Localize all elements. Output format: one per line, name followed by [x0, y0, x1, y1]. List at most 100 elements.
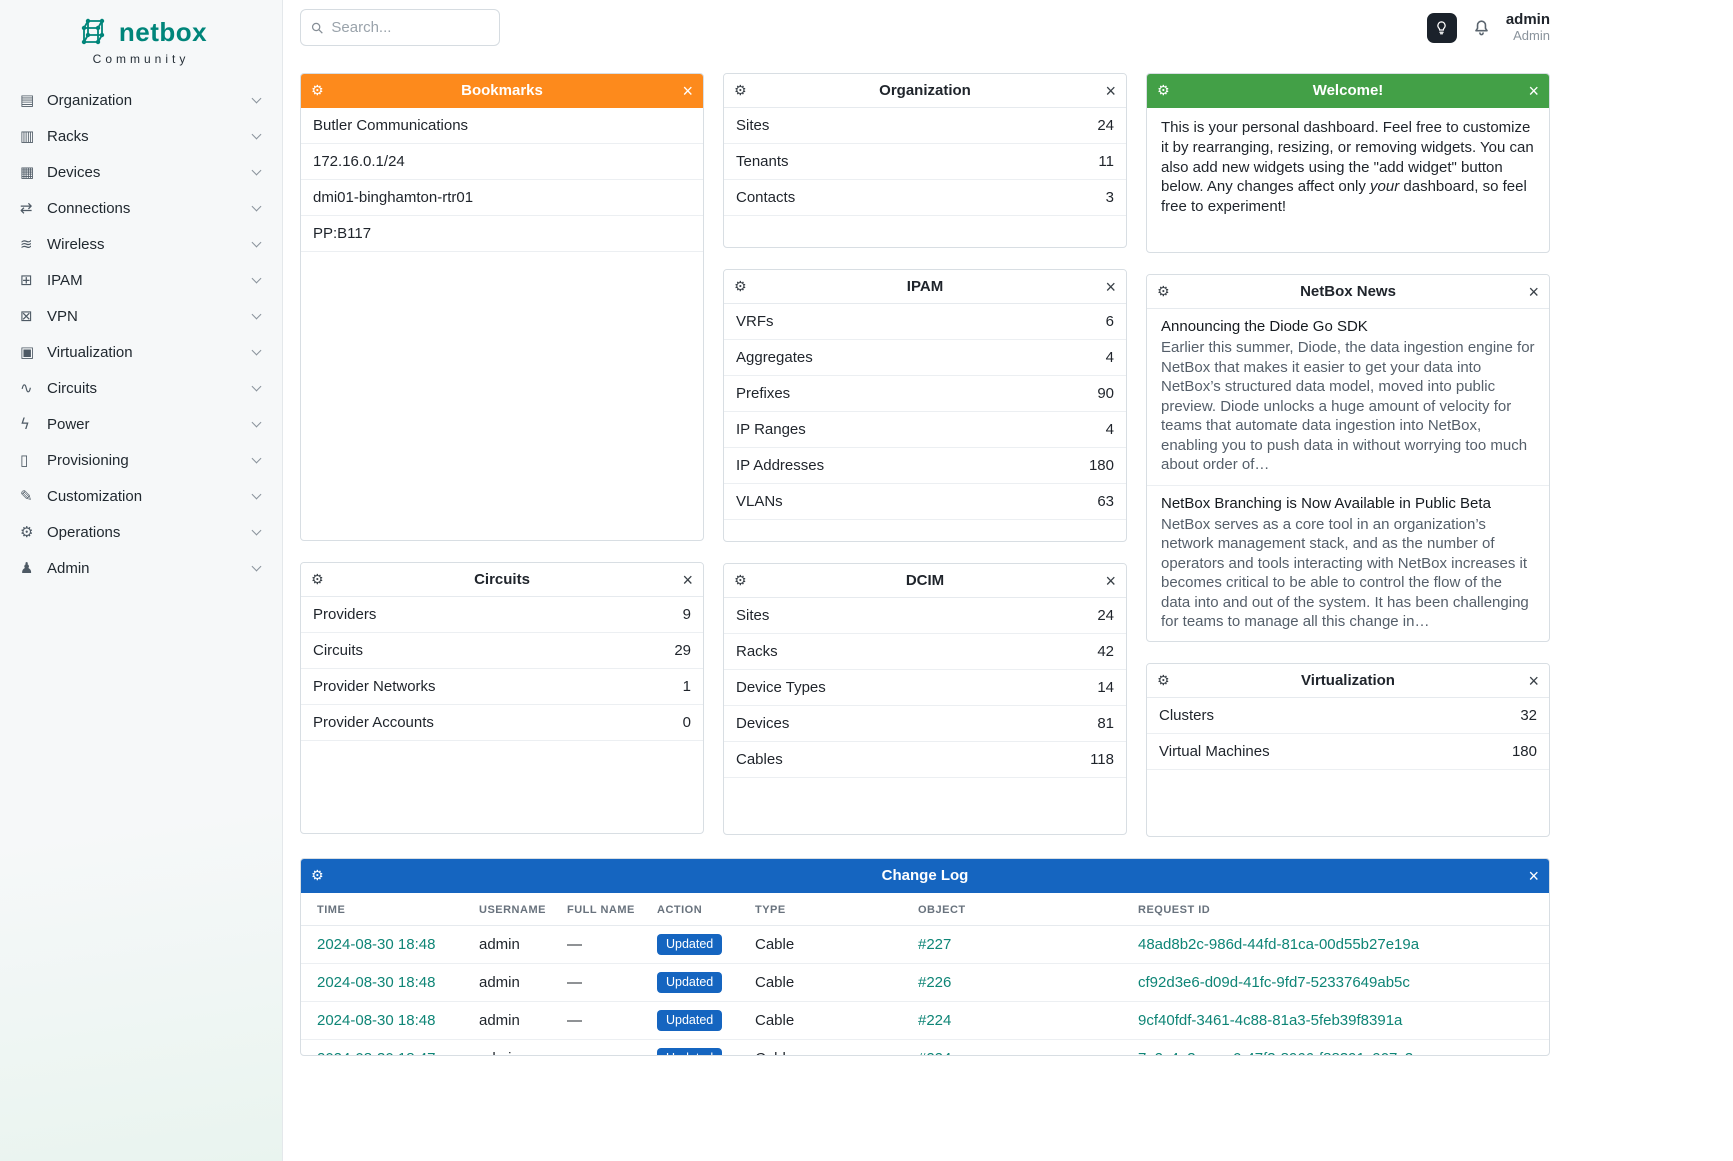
stat-row[interactable]: Circuits 29 [301, 633, 703, 669]
sidebar-item-admin[interactable]: ♟ Admin [0, 550, 282, 586]
stat-row[interactable]: Sites 24 [724, 598, 1126, 634]
close-icon[interactable]: × [1105, 276, 1116, 297]
chevron-down-icon [251, 237, 262, 248]
theme-toggle-button[interactable] [1426, 12, 1457, 43]
sidebar-item-virtualization[interactable]: ▣ Virtualization [0, 334, 282, 370]
changelog-request-id-link[interactable]: 9cf40fdf-3461-4c88-81a3-5feb39f8391a [1138, 1012, 1403, 1029]
sidebar-item-organization[interactable]: ▤ Organization [0, 82, 282, 118]
gear-icon[interactable]: ⚙ [1157, 82, 1170, 99]
close-icon[interactable]: × [1105, 570, 1116, 591]
stat-row[interactable]: Sites 24 [724, 108, 1126, 144]
sidebar-item-vpn[interactable]: ⊠ VPN [0, 298, 282, 334]
changelog-object-link[interactable]: #227 [918, 936, 952, 953]
brand[interactable]: netbox Community [0, 12, 282, 82]
sidebar-item-provisioning[interactable]: ▯ Provisioning [0, 442, 282, 478]
sidebar-item-connections[interactable]: ⇄ Connections [0, 190, 282, 226]
gear-icon[interactable]: ⚙ [1157, 283, 1170, 300]
changelog-time-link[interactable]: 2024-08-30 18:47 [317, 1050, 435, 1055]
stat-row[interactable]: Racks 42 [724, 634, 1126, 670]
stat-row[interactable]: Contacts 3 [724, 180, 1126, 216]
changelog-header-row: TIME USERNAME FULL NAME ACTION TYPE OBJE… [301, 893, 1549, 926]
bookmark-item[interactable]: dmi01-binghamton-rtr01 [301, 180, 703, 216]
stat-label: Provider Accounts [313, 714, 434, 731]
sidebar-item-customization[interactable]: ✎ Customization [0, 478, 282, 514]
changelog-type: Cable [747, 925, 910, 964]
stat-row[interactable]: Tenants 11 [724, 144, 1126, 180]
stat-row[interactable]: Virtual Machines 180 [1147, 734, 1549, 770]
widget-title: NetBox News [1300, 283, 1396, 300]
changelog-request-id-link[interactable]: 7a2c4a3a-aac0-47f3-8966-f88391c907c3 [1138, 1050, 1413, 1055]
notifications-button[interactable] [1472, 18, 1491, 37]
search-box[interactable] [300, 9, 500, 46]
gear-icon[interactable]: ⚙ [311, 82, 324, 99]
stat-row[interactable]: Cables 118 [724, 742, 1126, 778]
bookmark-item[interactable]: Butler Communications [301, 108, 703, 144]
search-input[interactable] [331, 19, 489, 36]
stat-row[interactable]: Aggregates 4 [724, 340, 1126, 376]
widget-header-virtualization: ⚙ Virtualization × [1147, 664, 1549, 698]
stat-row[interactable]: IP Ranges 4 [724, 412, 1126, 448]
gear-icon[interactable]: ⚙ [734, 278, 747, 295]
changelog-object-link[interactable]: #224 [918, 1050, 951, 1055]
close-icon[interactable]: × [1528, 281, 1539, 302]
stat-row[interactable]: Device Types 14 [724, 670, 1126, 706]
stat-row[interactable]: VRFs 6 [724, 304, 1126, 340]
sidebar-item-label: Circuits [47, 379, 98, 397]
changelog-time-link[interactable]: 2024-08-30 18:48 [317, 936, 436, 953]
close-icon[interactable]: × [682, 569, 693, 590]
gear-icon[interactable]: ⚙ [311, 867, 324, 884]
stat-row[interactable]: Providers 9 [301, 597, 703, 633]
gear-icon[interactable]: ⚙ [311, 571, 324, 588]
gear-icon[interactable]: ⚙ [734, 82, 747, 99]
news-article[interactable]: NetBox Branching is Now Available in Pub… [1147, 486, 1549, 642]
sidebar-item-label: Admin [47, 559, 90, 577]
news-article-title[interactable]: Announcing the Diode Go SDK [1161, 318, 1368, 335]
stat-value: 0 [682, 714, 691, 731]
changelog-request-id-link[interactable]: 48ad8b2c-986d-44fd-81ca-00d55b27e19a [1138, 936, 1420, 953]
news-article[interactable]: Announcing the Diode Go SDK Earlier this… [1147, 309, 1549, 486]
user-menu[interactable]: admin Admin [1506, 11, 1550, 43]
chevron-down-icon [251, 273, 262, 284]
stat-row[interactable]: Provider Networks 1 [301, 669, 703, 705]
stat-row[interactable]: Devices 81 [724, 706, 1126, 742]
column-header-fullname: FULL NAME [559, 893, 649, 926]
welcome-text: This is your personal dashboard. Feel fr… [1147, 108, 1549, 227]
sidebar-item-power[interactable]: ϟ Power [0, 406, 282, 442]
stat-label: Cables [736, 751, 783, 768]
close-icon[interactable]: × [1528, 865, 1539, 886]
bookmark-item[interactable]: 172.16.0.1/24 [301, 144, 703, 180]
gear-icon[interactable]: ⚙ [1157, 672, 1170, 689]
stat-row[interactable]: Clusters 32 [1147, 698, 1549, 734]
sidebar-item-wireless[interactable]: ≋ Wireless [0, 226, 282, 262]
changelog-time-link[interactable]: 2024-08-30 18:48 [317, 974, 436, 991]
changelog-request-id-link[interactable]: cf92d3e6-d09d-41fc-9fd7-52337649ab5c [1138, 974, 1410, 991]
changelog-object-link[interactable]: #224 [918, 1012, 952, 1029]
changelog-time-link[interactable]: 2024-08-30 18:48 [317, 1012, 436, 1029]
changelog-row: 2024-08-30 18:48 admin — Updated Cable #… [301, 1001, 1549, 1040]
close-icon[interactable]: × [1105, 80, 1116, 101]
sidebar-item-operations[interactable]: ⚙ Operations [0, 514, 282, 550]
sidebar-item-label: Devices [47, 163, 101, 181]
column-header-type: TYPE [747, 893, 910, 926]
sidebar-item-racks[interactable]: ▥ Racks [0, 118, 282, 154]
sidebar-item-circuits[interactable]: ∿ Circuits [0, 370, 282, 406]
stat-value: 42 [1097, 643, 1114, 660]
close-icon[interactable]: × [682, 80, 693, 101]
gear-icon[interactable]: ⚙ [734, 572, 747, 589]
chevron-down-icon [251, 345, 262, 356]
sidebar-item-devices[interactable]: ▦ Devices [0, 154, 282, 190]
changelog-username: admin [471, 925, 559, 964]
widget-ipam: ⚙ IPAM × VRFs 6 Aggregates 4 Prefixes [723, 269, 1127, 542]
changelog-object-link[interactable]: #226 [918, 974, 952, 991]
close-icon[interactable]: × [1528, 80, 1539, 101]
stat-row[interactable]: Prefixes 90 [724, 376, 1126, 412]
news-article-title[interactable]: NetBox Branching is Now Available in Pub… [1161, 494, 1491, 512]
widget-change-log: ⚙ Change Log × TIME USERNAME FULL NAME A… [300, 858, 1550, 1056]
stat-row[interactable]: IP Addresses 180 [724, 448, 1126, 484]
sidebar-item-ipam[interactable]: ⊞ IPAM [0, 262, 282, 298]
stat-row[interactable]: Provider Accounts 0 [301, 705, 703, 741]
stat-row[interactable]: VLANs 63 [724, 484, 1126, 520]
bookmark-item[interactable]: PP:B117 [301, 216, 703, 252]
changelog-fullname: — [559, 1001, 649, 1040]
close-icon[interactable]: × [1528, 670, 1539, 691]
